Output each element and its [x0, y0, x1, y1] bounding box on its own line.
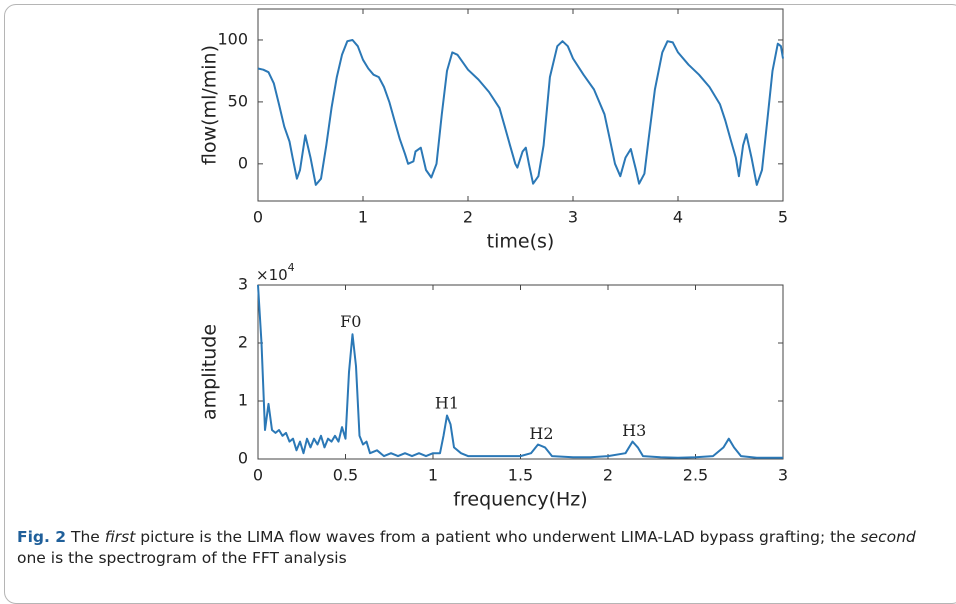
x-tick-label: 2.5	[683, 466, 708, 485]
peak-annotation: F0	[340, 312, 361, 331]
plot-area	[257, 8, 784, 202]
x-tick-label: 3	[778, 466, 788, 485]
peak-annotation: H2	[529, 424, 553, 443]
x-tick-label: 5	[778, 208, 788, 227]
caption-part: picture is the LIMA flow waves from a pa…	[135, 528, 861, 546]
y-tick-label: 2	[238, 333, 248, 352]
x-tick-label: 1.5	[508, 466, 533, 485]
x-axis-label: time(s)	[487, 231, 555, 253]
caption-part: second	[860, 528, 916, 546]
x-tick-label: 4	[673, 208, 683, 227]
caption-part: first	[104, 528, 136, 546]
peak-annotation: H1	[435, 393, 459, 412]
y-tick-label: 100	[217, 29, 248, 48]
x-tick-label: 0	[253, 208, 263, 227]
y-tick-label: 1	[238, 391, 248, 410]
x-axis-label: frequency(Hz)	[453, 489, 587, 511]
x-tick-label: 2	[463, 208, 473, 227]
multiplier-base: ×10	[256, 266, 288, 284]
x-tick-label: 1	[358, 208, 368, 227]
caption-part: Fig. 2	[17, 528, 67, 546]
x-tick-label: 0	[253, 466, 263, 485]
x-tick-label: 0.5	[333, 466, 358, 485]
data-line	[257, 39, 784, 186]
x-tick-label: 3	[568, 208, 578, 227]
caption-part: one is the spectrogram of the FFT analys…	[17, 528, 921, 567]
data-line	[257, 284, 783, 459]
peak-annotation: H3	[622, 421, 646, 440]
y-tick-label: 3	[238, 275, 248, 294]
y-tick-label: 50	[228, 91, 248, 110]
x-tick-label: 1	[428, 466, 438, 485]
axis-multiplier: ×104	[256, 261, 295, 284]
caption: Fig. 2 The first picture is the LIMA flo…	[17, 527, 942, 569]
page: 0 1 2 3 4 5 0 50 100 time(s) flow(ml/min) 0 0.5 1 1.5 2…	[4, 4, 956, 604]
y-tick-label: 0	[238, 153, 248, 172]
y-tick-label: 0	[238, 449, 248, 468]
plot-area	[257, 284, 784, 460]
y-axis-label: amplitude	[199, 324, 221, 420]
multiplier-exponent: 4	[288, 261, 295, 274]
y-axis-label: flow(ml/min)	[199, 45, 221, 165]
x-tick-label: 2	[603, 466, 613, 485]
caption-part: The	[66, 528, 105, 546]
